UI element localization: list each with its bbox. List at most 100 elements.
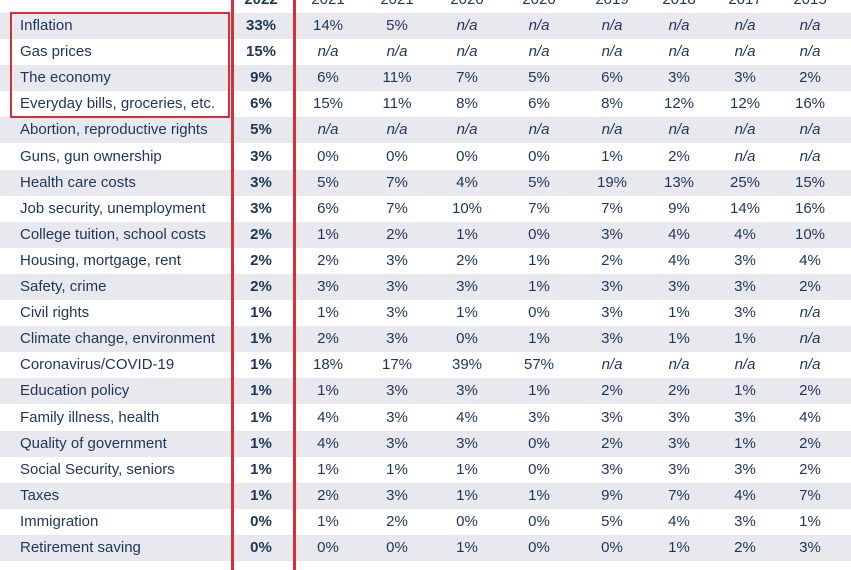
value-cell: 3% bbox=[601, 330, 623, 348]
value-cell: 19% bbox=[596, 173, 628, 191]
value-cell: 1% bbox=[456, 486, 478, 504]
value-cell: 2% bbox=[799, 460, 821, 478]
value-cell: 3% bbox=[386, 330, 408, 348]
value-cell: 0% bbox=[528, 434, 550, 452]
value-cell: 3% bbox=[386, 408, 408, 426]
value-cell: 1% bbox=[456, 539, 478, 556]
value-cell: 1% bbox=[528, 251, 550, 269]
value-cell: n/a bbox=[799, 356, 821, 374]
table-row: Family illness, health 1% 4% 3% 4% 3% 3% 3% 3% 4% bbox=[0, 405, 851, 431]
value-cell: 3% bbox=[734, 408, 756, 426]
value-cell: 18% bbox=[312, 356, 344, 374]
row-label: The economy bbox=[20, 69, 111, 87]
value-cell: 12% bbox=[729, 95, 761, 113]
value-cell: 2% bbox=[799, 434, 821, 452]
value-cell: 3% bbox=[668, 408, 690, 426]
value-cell: 6% bbox=[317, 199, 339, 217]
year-header: 2021 bbox=[367, 0, 427, 13]
value-cell: n/a bbox=[668, 17, 690, 34]
value-cell: 3% bbox=[734, 460, 756, 478]
value-cell: n/a bbox=[734, 43, 756, 61]
value-cell: 3% bbox=[386, 382, 408, 400]
value-cell: 12% bbox=[663, 95, 695, 113]
value-cell: 13% bbox=[663, 173, 695, 191]
value-cell: 1% bbox=[799, 512, 821, 530]
value-cell: 0% bbox=[386, 539, 408, 556]
value-cell: n/a bbox=[386, 121, 408, 139]
value-cell: 3% bbox=[668, 278, 690, 295]
value-cell: n/a bbox=[668, 121, 690, 139]
table-row: Quality of government 1% 4% 3% 3% 0% 2% 3% 1% 2% bbox=[0, 430, 851, 457]
value-cell: n/a bbox=[668, 43, 690, 61]
year-header: 2020 bbox=[509, 0, 569, 13]
value-2022: 1% bbox=[250, 434, 272, 452]
value-cell: 16% bbox=[794, 95, 826, 113]
highlight-2022-right-border bbox=[293, 0, 296, 570]
value-cell: 0% bbox=[456, 330, 478, 348]
table-row: Inflation 33% 14% 5% n/a n/a n/a n/a n/a n/a bbox=[0, 13, 851, 39]
value-cell: n/a bbox=[317, 121, 339, 139]
value-cell: 9% bbox=[601, 486, 623, 504]
value-cell: 0% bbox=[528, 512, 550, 530]
highlight-2022-left-border bbox=[231, 0, 234, 570]
value-2022: 1% bbox=[250, 304, 272, 322]
table-row: Everyday bills, groceries, etc. 6% 15% 11% 8… bbox=[0, 91, 851, 117]
highlight-box-top-concerns bbox=[10, 12, 230, 118]
value-cell: 1% bbox=[317, 460, 339, 478]
value-cell: 3% bbox=[528, 408, 550, 426]
table-row: Job security, unemployment 3% 6% 7% 10% 7% 7% 9… bbox=[0, 196, 851, 222]
header-row: 2022 2021 2021 2020 2020 2019 2018 2017 2015 bbox=[0, 0, 851, 13]
row-label: Retirement saving bbox=[20, 539, 141, 556]
row-label: Inflation bbox=[20, 17, 73, 34]
value-cell: 2% bbox=[668, 147, 690, 165]
table-row: Coronavirus/COVID-19 1% 18% 17% 39% 57% n/a n/a… bbox=[0, 352, 851, 378]
value-cell: 1% bbox=[528, 382, 550, 400]
value-cell: 14% bbox=[729, 199, 761, 217]
value-cell: n/a bbox=[601, 43, 623, 61]
value-cell: 15% bbox=[794, 173, 826, 191]
value-cell: 2% bbox=[317, 486, 339, 504]
value-cell: n/a bbox=[456, 121, 478, 139]
table-row: The economy 9% 6% 11% 7% 5% 6% 3% 3% 2% bbox=[0, 65, 851, 92]
value-2022: 1% bbox=[250, 408, 272, 426]
value-cell: 1% bbox=[317, 304, 339, 322]
value-cell: 4% bbox=[799, 251, 821, 269]
value-cell: 2% bbox=[668, 382, 690, 400]
value-cell: 3% bbox=[799, 539, 821, 556]
table-row: Education policy 1% 1% 3% 3% 1% 2% 2% 1% 2% bbox=[0, 378, 851, 405]
value-cell: 2% bbox=[317, 251, 339, 269]
value-cell: 16% bbox=[794, 199, 826, 217]
year-header: 2019 bbox=[582, 0, 642, 13]
value-2022: 6% bbox=[250, 95, 272, 113]
value-cell: 2% bbox=[799, 69, 821, 87]
value-cell: n/a bbox=[799, 304, 821, 322]
value-cell: 1% bbox=[317, 225, 339, 243]
table-row: College tuition, school costs 2% 1% 2% 1% 0% 3… bbox=[0, 221, 851, 248]
value-2022: 1% bbox=[250, 382, 272, 400]
table-row: Abortion, reproductive rights 5% n/a n/a n/a… bbox=[0, 117, 851, 144]
row-label: Job security, unemployment bbox=[20, 199, 206, 217]
value-cell: n/a bbox=[799, 43, 821, 61]
row-label: Everyday bills, groceries, etc. bbox=[20, 95, 216, 113]
row-label: Immigration bbox=[20, 512, 99, 530]
value-cell: 3% bbox=[386, 251, 408, 269]
value-2022: 2% bbox=[250, 225, 272, 243]
value-cell: n/a bbox=[601, 17, 623, 34]
value-cell: 1% bbox=[601, 147, 623, 165]
value-cell: 0% bbox=[528, 225, 550, 243]
value-cell: 2% bbox=[601, 434, 623, 452]
value-cell: n/a bbox=[317, 43, 339, 61]
value-2022: 1% bbox=[250, 356, 272, 374]
value-cell: 0% bbox=[456, 512, 478, 530]
value-cell: 10% bbox=[794, 225, 826, 243]
value-cell: 4% bbox=[734, 486, 756, 504]
value-cell: 4% bbox=[317, 434, 339, 452]
value-cell: 8% bbox=[456, 95, 478, 113]
table-row: Climate change, environment 1% 2% 3% 0% 1% 3% 1… bbox=[0, 326, 851, 353]
value-cell: n/a bbox=[799, 147, 821, 165]
value-cell: 4% bbox=[668, 251, 690, 269]
value-cell: 3% bbox=[456, 382, 478, 400]
row-label: Abortion, reproductive rights bbox=[20, 121, 208, 139]
value-2022: 0% bbox=[250, 512, 272, 530]
value-cell: 6% bbox=[601, 69, 623, 87]
